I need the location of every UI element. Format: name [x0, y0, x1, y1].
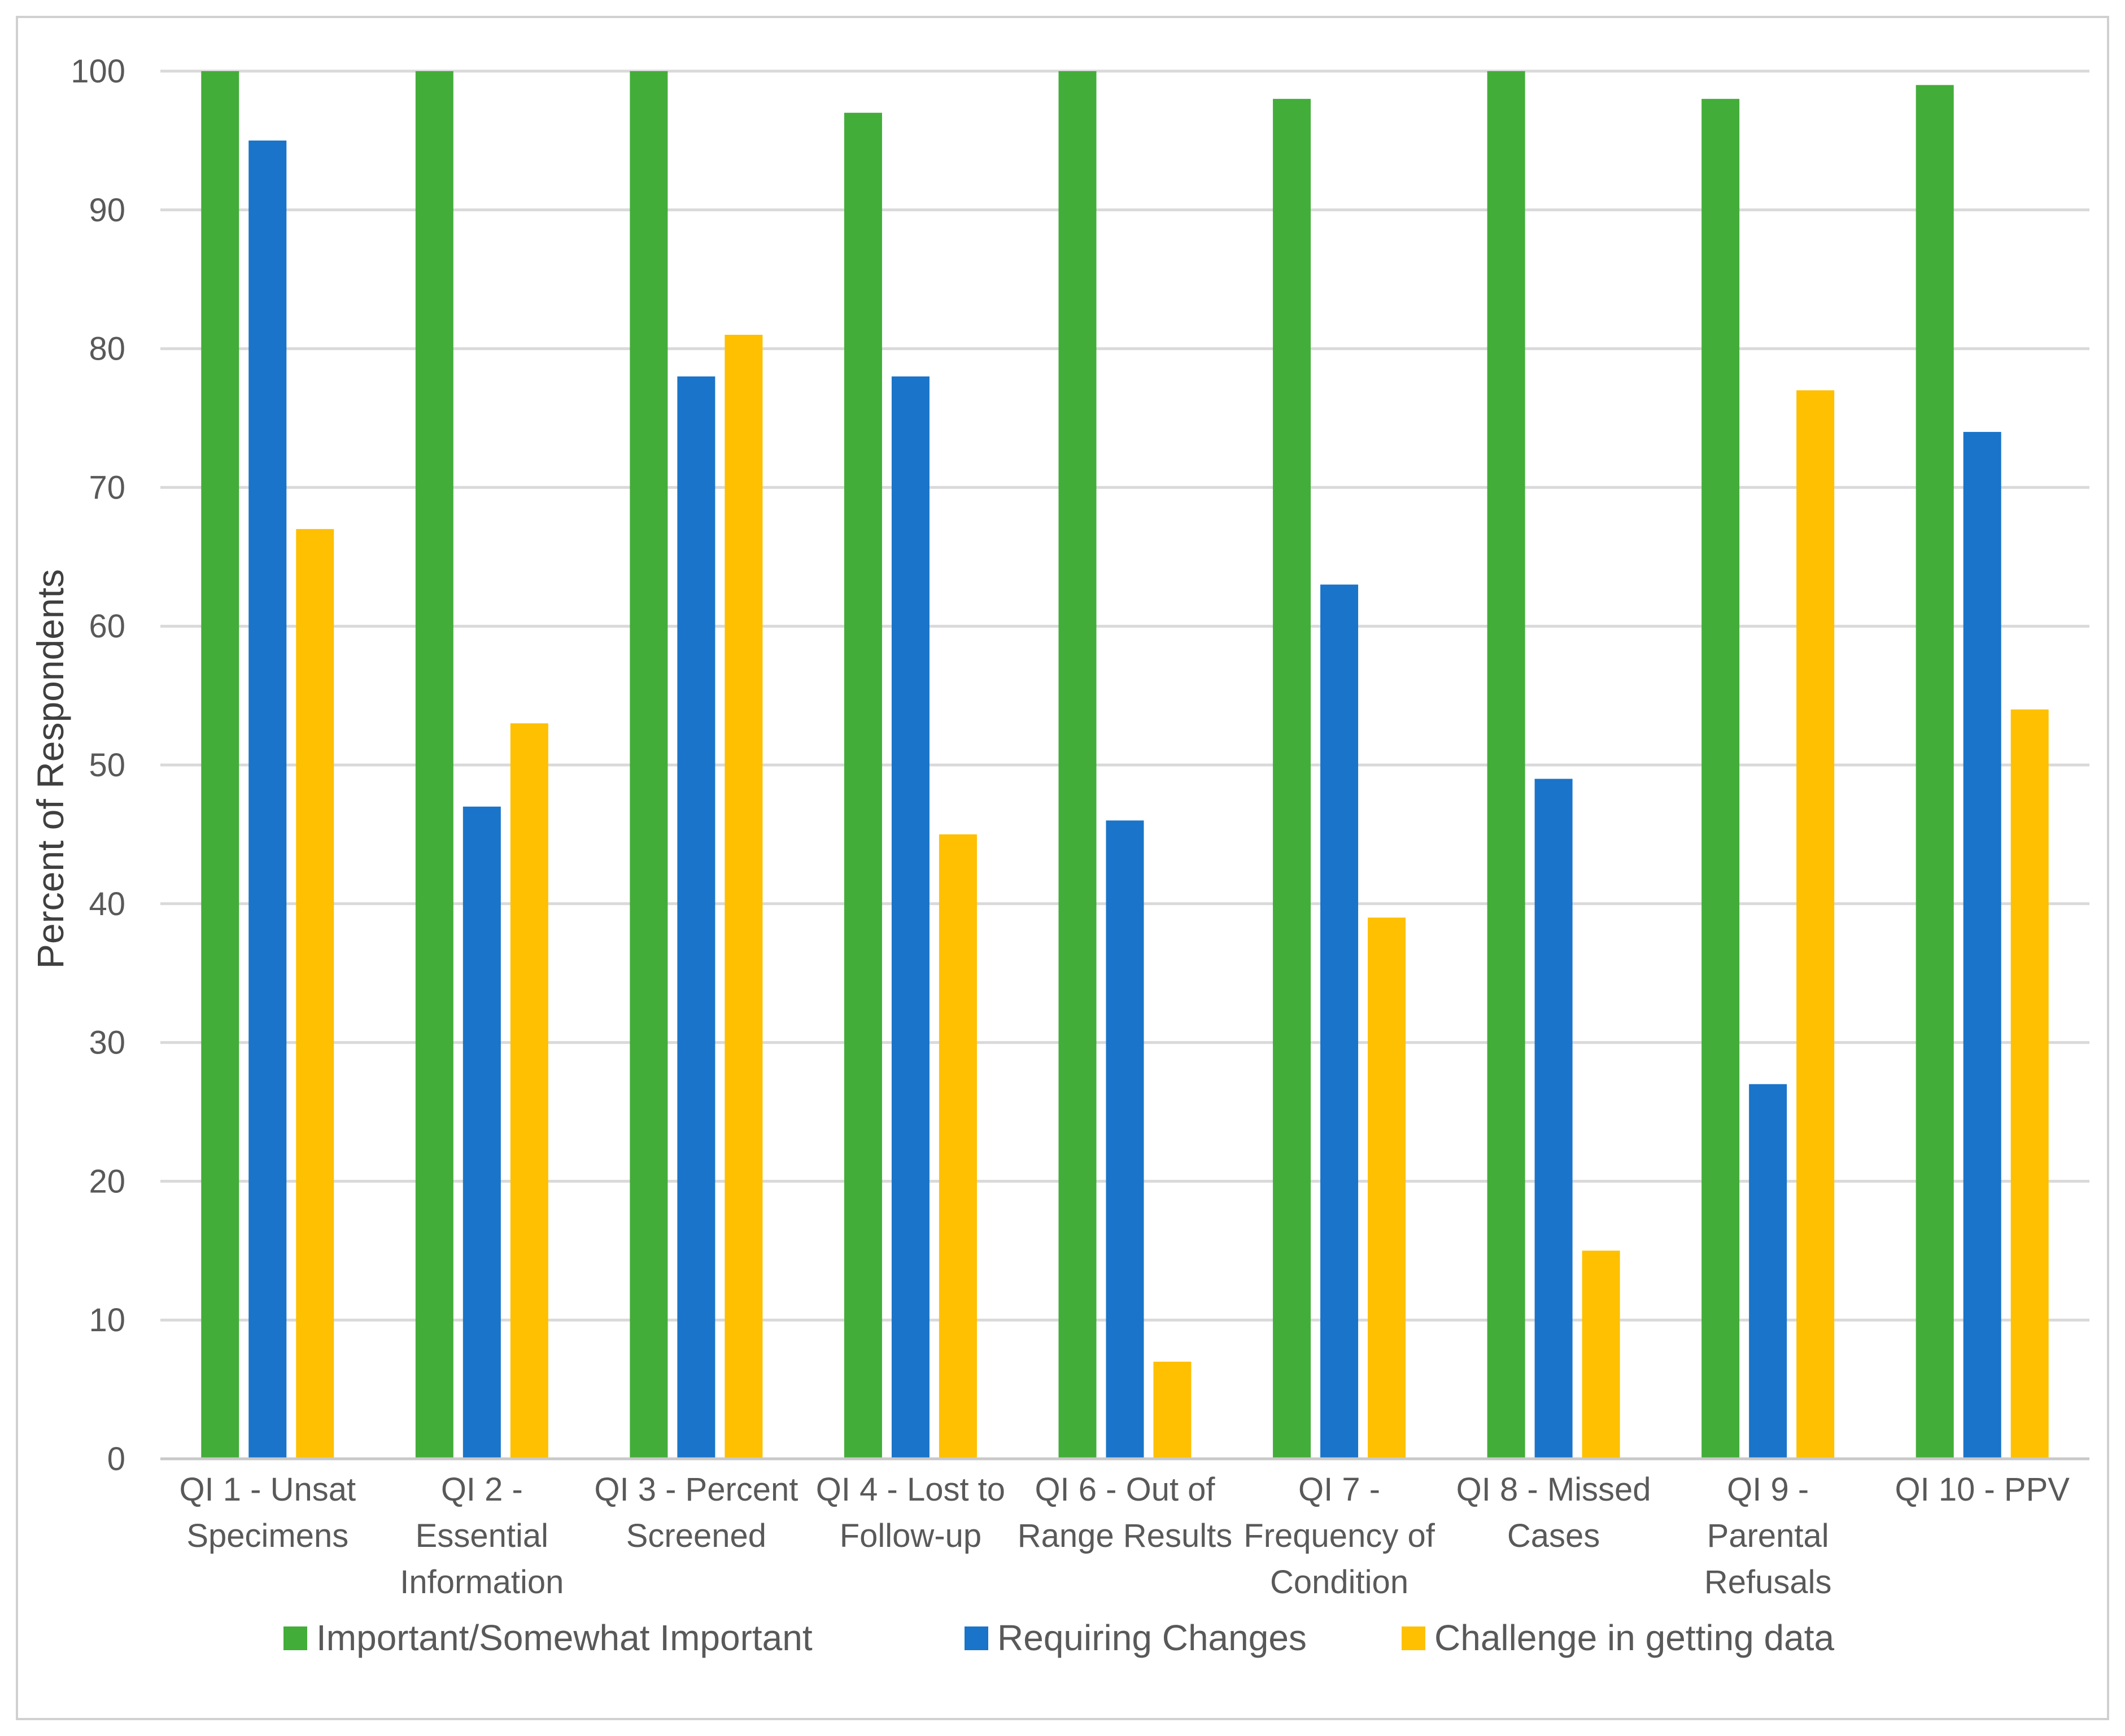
bar-3-2	[510, 723, 548, 1459]
x-tick-label-line: QI 6 - Out of	[1035, 1471, 1215, 1508]
x-tick-label: QI 3 - Percent Screened	[594, 1471, 798, 1554]
bar-1-4	[844, 112, 882, 1459]
x-tick-label-line: QI 3 - Percent	[594, 1471, 798, 1508]
y-tick-label: 10	[89, 1302, 125, 1339]
bar-2-8	[1749, 1084, 1787, 1459]
bar-1-7	[1487, 71, 1525, 1459]
bar-3-5	[1153, 1361, 1192, 1459]
bar-2-1	[248, 140, 287, 1459]
x-tick-label: QI 1 - Unsat Specimens	[179, 1471, 356, 1554]
x-tick-label: QI 9 - Parental Refusals	[1704, 1471, 1832, 1601]
bar-chart: 0 10 20 30 40 50 60 70 80 90 100 QI 1 - Unsat Specim…	[29, 53, 2089, 1658]
y-tick-label: 50	[89, 747, 125, 784]
legend-swatch	[965, 1626, 988, 1650]
chart-frame: 0 10 20 30 40 50 60 70 80 90 100 QI 1 - Unsat Specim…	[16, 16, 2109, 1720]
x-tick-label-line: Specimens	[186, 1518, 348, 1554]
bars	[201, 71, 2049, 1459]
bar-2-5	[1106, 820, 1144, 1459]
x-tick-label: QI 4 - Lost to Follow-up	[816, 1471, 1005, 1554]
x-tick-label-line: QI 7 -	[1298, 1471, 1380, 1508]
bar-1-3	[630, 71, 668, 1459]
x-tick-label-line: Screened	[626, 1518, 766, 1554]
legend-label: Important/Somewhat Important	[316, 1617, 813, 1658]
bar-1-6	[1273, 99, 1311, 1459]
bar-1-5	[1058, 71, 1097, 1459]
bar-3-3	[725, 335, 763, 1459]
bar-1-8	[1701, 99, 1740, 1459]
x-tick-label: QI 2 - Essential Information	[400, 1471, 564, 1601]
x-tick-label-line: Follow-up	[840, 1518, 981, 1554]
bar-1-1	[201, 71, 239, 1459]
y-tick-label: 40	[89, 886, 125, 922]
legend: Important/Somewhat Important Requiring Ch…	[283, 1617, 1835, 1658]
bar-3-1	[296, 529, 334, 1459]
x-tick-label-line: QI 10 - PPV	[1895, 1471, 2070, 1508]
y-tick-label: 60	[89, 608, 125, 645]
bar-3-7	[1582, 1250, 1620, 1459]
x-tick-label-line: QI 2 -	[441, 1471, 523, 1508]
x-tick-label: QI 7 - Frequency of Condition	[1243, 1471, 1435, 1601]
bar-2-4	[891, 376, 930, 1459]
legend-label: Requiring Changes	[997, 1617, 1307, 1658]
x-tick-label: QI 6 - Out of Range Results	[1018, 1471, 1232, 1554]
legend-swatch	[283, 1626, 307, 1650]
x-tick-label: QI 10 - PPV	[1895, 1471, 2070, 1508]
x-tick-label-line: Frequency of	[1243, 1518, 1435, 1554]
bar-1-2	[415, 71, 453, 1459]
bar-3-9	[2010, 709, 2049, 1459]
x-tick-label-line: Range Results	[1018, 1518, 1232, 1554]
bar-1-9	[1915, 85, 1954, 1459]
x-tick-label-line: Parental	[1707, 1518, 1829, 1554]
x-tick-label-line: QI 1 - Unsat	[179, 1471, 356, 1508]
bar-2-7	[1534, 779, 1573, 1459]
bar-2-3	[677, 376, 715, 1459]
x-tick-label-line: QI 8 - Missed	[1456, 1471, 1651, 1508]
x-tick-label-line: Condition	[1270, 1564, 1408, 1601]
x-tick-label: QI 8 - Missed Cases	[1456, 1471, 1651, 1554]
legend-swatch	[1402, 1626, 1425, 1650]
y-tick-label: 100	[71, 53, 125, 90]
bar-3-8	[1796, 390, 1835, 1459]
bar-3-6	[1368, 917, 1406, 1459]
y-axis-title: Percent of Respondents	[29, 569, 71, 969]
y-tick-label: 80	[89, 331, 125, 368]
y-tick-label: 0	[107, 1441, 125, 1477]
legend-label: Challenge in getting data	[1434, 1617, 1835, 1658]
y-tick-label: 30	[89, 1025, 125, 1061]
x-tick-label-line: QI 9 -	[1727, 1471, 1809, 1508]
bar-3-4	[939, 834, 977, 1459]
axes: 0 10 20 30 40 50 60 70 80 90 100 QI 1 - Unsat Specim…	[71, 53, 2089, 1601]
x-tick-label-line: QI 4 - Lost to	[816, 1471, 1005, 1508]
x-tick-label-line: Essential	[416, 1518, 548, 1554]
bar-2-9	[1963, 432, 2001, 1459]
y-tick-label: 90	[89, 192, 125, 229]
y-tick-label: 70	[89, 469, 125, 506]
y-tick-label: 20	[89, 1163, 125, 1200]
x-tick-label-line: Cases	[1507, 1518, 1600, 1554]
x-tick-label-line: Refusals	[1704, 1564, 1832, 1601]
bar-2-6	[1320, 584, 1359, 1459]
x-tick-label-line: Information	[400, 1564, 564, 1601]
bar-2-2	[462, 806, 501, 1459]
